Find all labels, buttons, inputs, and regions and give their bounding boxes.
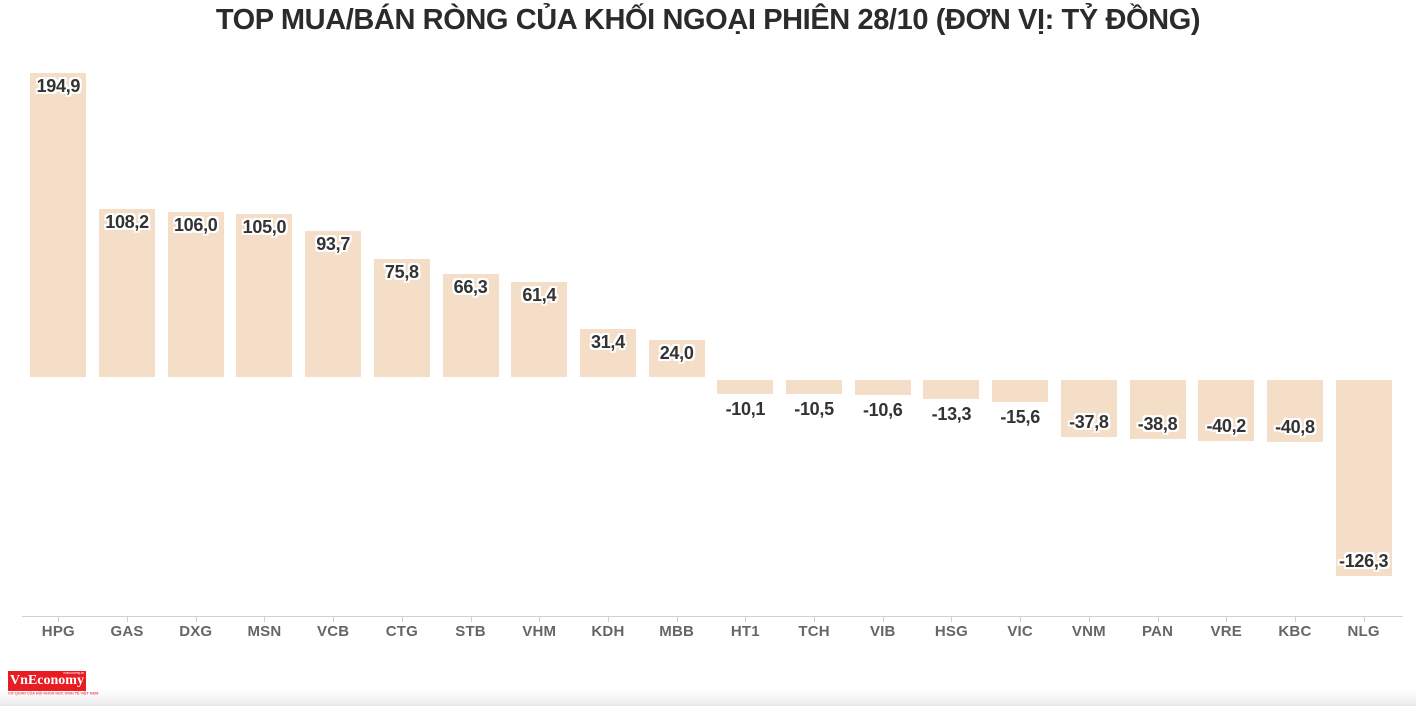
x-axis-tick <box>58 617 60 622</box>
x-axis-tick <box>1294 617 1296 622</box>
category-label-KBC: KBC <box>1278 623 1312 640</box>
x-axis-tick <box>1157 617 1159 622</box>
x-axis-tick <box>195 617 197 622</box>
category-label-DXG: DXG <box>179 623 213 640</box>
x-axis-tick <box>676 617 678 622</box>
category-label-GAS: GAS <box>110 623 144 640</box>
bar-value-label-PAN: -38,8 <box>1137 413 1178 434</box>
bar-VHM[interactable] <box>511 281 568 377</box>
category-label-STB: STB <box>455 623 486 640</box>
bar-TCH[interactable] <box>786 380 843 395</box>
x-axis-tick <box>951 617 953 622</box>
page-bottom-shade <box>0 690 1416 706</box>
x-axis-tick <box>1363 617 1365 622</box>
bar-value-label-KDH: 31,4 <box>591 331 625 352</box>
category-label-MSN: MSN <box>247 623 282 640</box>
x-axis-tick <box>539 617 541 622</box>
bar-value-label-HSG: -13,3 <box>931 403 972 424</box>
bar-value-label-GAS: 108,2 <box>105 211 149 232</box>
x-axis-tick <box>264 617 266 622</box>
bar-value-label-HT1: -10,1 <box>725 398 766 419</box>
x-axis-line <box>22 616 1403 617</box>
bar-value-label-MSN: 105,0 <box>242 216 287 237</box>
bar-HPG[interactable] <box>30 73 87 377</box>
category-label-VCB: VCB <box>317 623 350 640</box>
bar-VNM[interactable] <box>1060 380 1117 438</box>
bar-value-label-NLG: -126,3 <box>1339 550 1389 571</box>
x-axis-tick <box>470 617 472 622</box>
category-label-KDH: KDH <box>591 623 625 640</box>
bar-KBC[interactable] <box>1266 380 1323 442</box>
bar-value-label-HPG: 194,9 <box>36 76 81 96</box>
x-axis-tick <box>745 617 747 622</box>
bar-GAS[interactable] <box>99 208 156 377</box>
bar-value-label-VIB: -10,6 <box>862 399 903 420</box>
category-label-HSG: HSG <box>934 623 968 640</box>
bar-value-label-VCB: 93,7 <box>316 234 351 255</box>
bar-NLG[interactable] <box>1335 380 1392 576</box>
x-axis-tick <box>607 617 609 622</box>
category-label-VIB: VIB <box>869 623 896 640</box>
bar-HT1[interactable] <box>717 380 774 394</box>
bar-VIC[interactable] <box>992 380 1049 403</box>
bar-value-label-CTG: 75,8 <box>384 262 419 283</box>
x-axis-tick <box>1226 617 1228 622</box>
x-axis-tick <box>882 617 884 622</box>
category-label-PAN: PAN <box>1141 623 1174 640</box>
category-label-TCH: TCH <box>798 623 830 640</box>
bar-MSN[interactable] <box>236 213 293 377</box>
bar-MBB[interactable] <box>648 340 705 377</box>
category-label-CTG: CTG <box>385 623 418 640</box>
category-label-VRE: VRE <box>1210 623 1242 640</box>
category-label-NLG: NLG <box>1347 623 1380 640</box>
bar-VIB[interactable] <box>854 380 911 395</box>
category-label-VIC: VIC <box>1007 623 1033 640</box>
category-label-VNM: VNM <box>1071 623 1106 640</box>
x-axis-tick <box>1088 617 1090 622</box>
category-label-MBB: MBB <box>659 623 695 640</box>
bar-STB[interactable] <box>442 274 499 377</box>
bar-value-label-DXG: 106,0 <box>173 215 218 236</box>
bar-value-label-VRE: -40,2 <box>1206 415 1247 436</box>
category-label-HT1: HT1 <box>730 623 760 640</box>
logo-brand-text: VnEconomy <box>10 673 84 688</box>
bar-value-label-TCH: -10,5 <box>794 399 834 420</box>
x-axis-tick <box>814 617 816 622</box>
logo-slogan: vneconomy.vn <box>62 672 84 676</box>
x-axis-tick <box>333 617 335 622</box>
x-axis-tick <box>401 617 403 622</box>
vneconomy-logo-box: vneconomy.vn VnEconomy <box>8 671 86 691</box>
bar-value-label-VNM: -37,8 <box>1069 412 1109 433</box>
bar-value-label-VHM: 61,4 <box>522 284 557 305</box>
x-axis-tick <box>1020 617 1022 622</box>
bar-PAN[interactable] <box>1129 380 1186 439</box>
bar-value-label-KBC: -40,8 <box>1275 416 1315 437</box>
bar-CTG[interactable] <box>373 259 430 377</box>
bar-DXG[interactable] <box>167 212 224 377</box>
bar-value-label-VIC: -15,6 <box>1000 407 1040 428</box>
category-label-VHM: VHM <box>522 623 557 640</box>
bar-value-label-STB: 66,3 <box>453 277 488 298</box>
chart-title: TOP MUA/BÁN RÒNG CỦA KHỐI NGOẠI PHIÊN 28… <box>215 4 1201 36</box>
bar-value-label-MBB: 24,0 <box>659 343 694 364</box>
x-axis-tick <box>127 617 129 622</box>
bar-KDH[interactable] <box>579 328 636 377</box>
bar-HSG[interactable] <box>923 380 980 399</box>
bar-VRE[interactable] <box>1198 380 1255 441</box>
category-label-HPG: HPG <box>41 623 75 640</box>
bar-VCB[interactable] <box>305 231 362 377</box>
